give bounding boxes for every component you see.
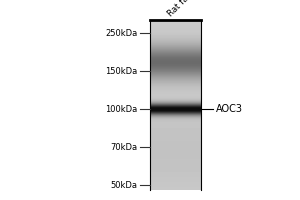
Text: 70kDa: 70kDa xyxy=(110,142,137,152)
Text: 100kDa: 100kDa xyxy=(105,104,137,114)
Text: Rat fat: Rat fat xyxy=(166,0,193,18)
Text: 250kDa: 250kDa xyxy=(105,28,137,38)
Text: 150kDa: 150kDa xyxy=(105,66,137,75)
Text: AOC3: AOC3 xyxy=(216,104,243,114)
Text: 50kDa: 50kDa xyxy=(110,180,137,190)
